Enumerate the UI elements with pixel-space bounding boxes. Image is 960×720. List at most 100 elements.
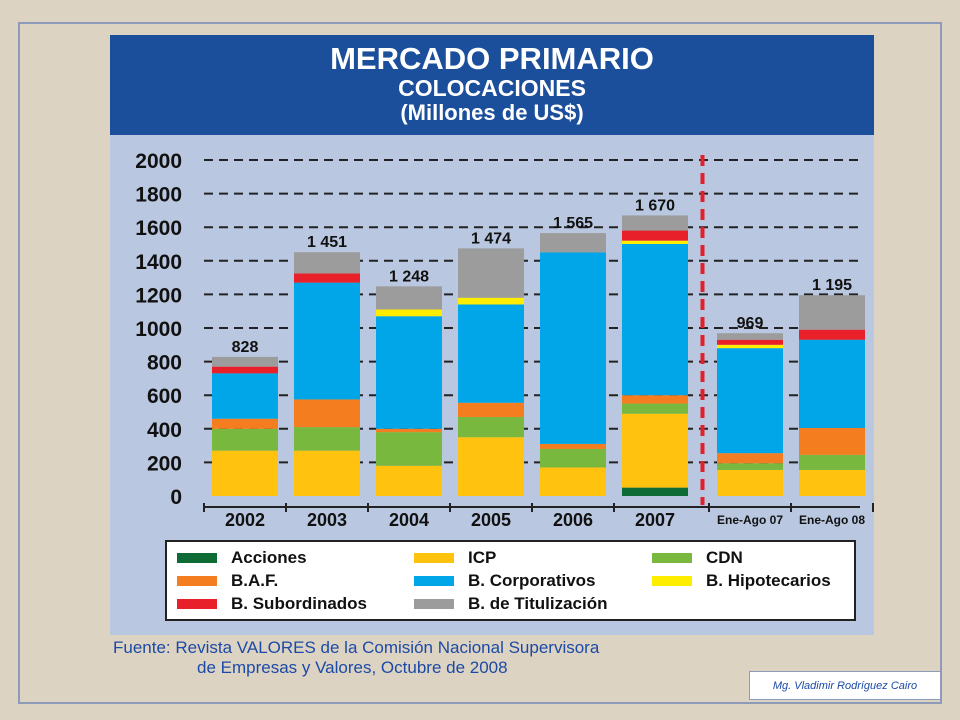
bar-segment xyxy=(622,215,688,231)
y-tick-label: 400 xyxy=(147,419,182,442)
legend-item: B.A.F. xyxy=(177,569,278,593)
x-tick-label: 2004 xyxy=(389,510,429,530)
bar-segment xyxy=(376,428,442,433)
bar-segment xyxy=(622,240,688,244)
legend-item: B. de Titulización xyxy=(414,592,607,616)
legend-label: ICP xyxy=(468,548,497,567)
bar-segment xyxy=(294,252,360,274)
bar-segment xyxy=(622,487,688,496)
bar-segment xyxy=(458,402,524,418)
source-line-2: de Empresas y Valores, Octubre de 2008 xyxy=(197,658,508,677)
slide-frame xyxy=(18,22,942,704)
source-line-1: Fuente: Revista VALORES de la Comisión N… xyxy=(113,638,600,657)
bar-segment xyxy=(717,453,783,464)
bar-segment xyxy=(799,329,865,340)
y-tick-label: 1400 xyxy=(135,251,182,274)
total-label: 828 xyxy=(232,339,259,356)
bar-segment xyxy=(294,273,360,283)
legend-label: B. Corporativos xyxy=(468,571,596,590)
bar-segment xyxy=(540,233,606,253)
bar-segment xyxy=(294,427,360,451)
legend-label: B. Hipotecarios xyxy=(706,571,831,590)
legend-item: B. Corporativos xyxy=(414,569,596,593)
bar-segment xyxy=(212,450,278,496)
total-label: 1 565 xyxy=(553,215,593,232)
bar-segment xyxy=(540,448,606,468)
bar-segment xyxy=(458,437,524,496)
bar-segment xyxy=(212,366,278,374)
bar-segment xyxy=(540,443,606,449)
y-tick-label: 200 xyxy=(147,452,182,475)
bar-segment xyxy=(799,295,865,330)
bar-segment xyxy=(540,252,606,444)
chart-legend: Acciones ICP CDN B.A.F. B. Corporativos B. Hi… xyxy=(165,540,856,621)
legend-item: Acciones xyxy=(177,546,307,570)
total-label: 1 195 xyxy=(812,277,852,294)
chart-subtitle: COLOCACIONES xyxy=(398,75,586,101)
source-note: Fuente: Revista VALORES de la Comisión N… xyxy=(113,638,599,678)
x-tick-label: 2003 xyxy=(307,510,347,530)
bar-segment xyxy=(717,344,783,349)
bar-segment xyxy=(458,248,524,298)
legend-item: B. Hipotecarios xyxy=(652,569,831,593)
legend-label: B. Subordinados xyxy=(231,594,367,613)
legend-item: CDN xyxy=(652,546,743,570)
total-label: 1 248 xyxy=(389,268,429,285)
bar-segment xyxy=(212,428,278,451)
legend-swatch xyxy=(414,599,454,609)
legend-label: B.A.F. xyxy=(231,571,279,590)
bar-segment xyxy=(212,373,278,419)
chart-panel: MERCADO PRIMARIO COLOCACIONES (Millones … xyxy=(110,35,874,635)
legend-swatch xyxy=(177,599,217,609)
legend-swatch xyxy=(414,576,454,586)
legend-swatch xyxy=(177,553,217,563)
bar-segment xyxy=(294,282,360,400)
legend-label: Acciones xyxy=(231,548,307,567)
legend-swatch xyxy=(177,576,217,586)
bar-segment xyxy=(458,417,524,438)
y-tick-label: 1600 xyxy=(135,217,182,240)
bar-segment xyxy=(376,316,442,429)
x-tick-label: 2005 xyxy=(471,510,511,530)
y-tick-label: 600 xyxy=(147,385,182,408)
bar-segment xyxy=(799,427,865,455)
bar-segment xyxy=(294,399,360,428)
bar-segment xyxy=(212,356,278,367)
bar-segment xyxy=(622,395,688,404)
y-tick-label: 1000 xyxy=(135,318,182,341)
bar-segment xyxy=(717,348,783,454)
legend-swatch xyxy=(652,553,692,563)
x-tick-label: 2006 xyxy=(553,510,593,530)
chart-header: MERCADO PRIMARIO COLOCACIONES (Millones … xyxy=(110,35,874,135)
bar-segment xyxy=(717,463,783,470)
bar-segment xyxy=(622,413,688,488)
bar-segment xyxy=(799,454,865,470)
bar-segment xyxy=(458,304,524,403)
bar-segment xyxy=(294,450,360,496)
bar-segment xyxy=(622,244,688,396)
legend-label: B. de Titulización xyxy=(468,594,608,613)
y-tick-label: 1800 xyxy=(135,184,182,207)
bar-segment xyxy=(622,230,688,241)
legend-swatch xyxy=(414,553,454,563)
bar-segment xyxy=(540,467,606,496)
bar-segment xyxy=(799,339,865,428)
bar-segment xyxy=(376,309,442,317)
total-label: 1 670 xyxy=(635,197,675,214)
bar-segment xyxy=(717,333,783,340)
total-label: 1 451 xyxy=(307,234,347,251)
bar-segment xyxy=(799,469,865,496)
bar-segment xyxy=(376,286,442,310)
x-tick-label: 2002 xyxy=(225,510,265,530)
bar-segment xyxy=(622,403,688,414)
y-tick-label: 0 xyxy=(170,486,182,509)
bar-segment xyxy=(212,418,278,429)
legend-swatch xyxy=(652,576,692,586)
bar-segment xyxy=(717,339,783,345)
bar-segment xyxy=(717,469,783,496)
legend-label: CDN xyxy=(706,548,743,567)
y-tick-label: 800 xyxy=(147,352,182,375)
bar-segment xyxy=(458,297,524,305)
total-label: 969 xyxy=(737,315,764,332)
total-label: 1 474 xyxy=(471,230,511,247)
